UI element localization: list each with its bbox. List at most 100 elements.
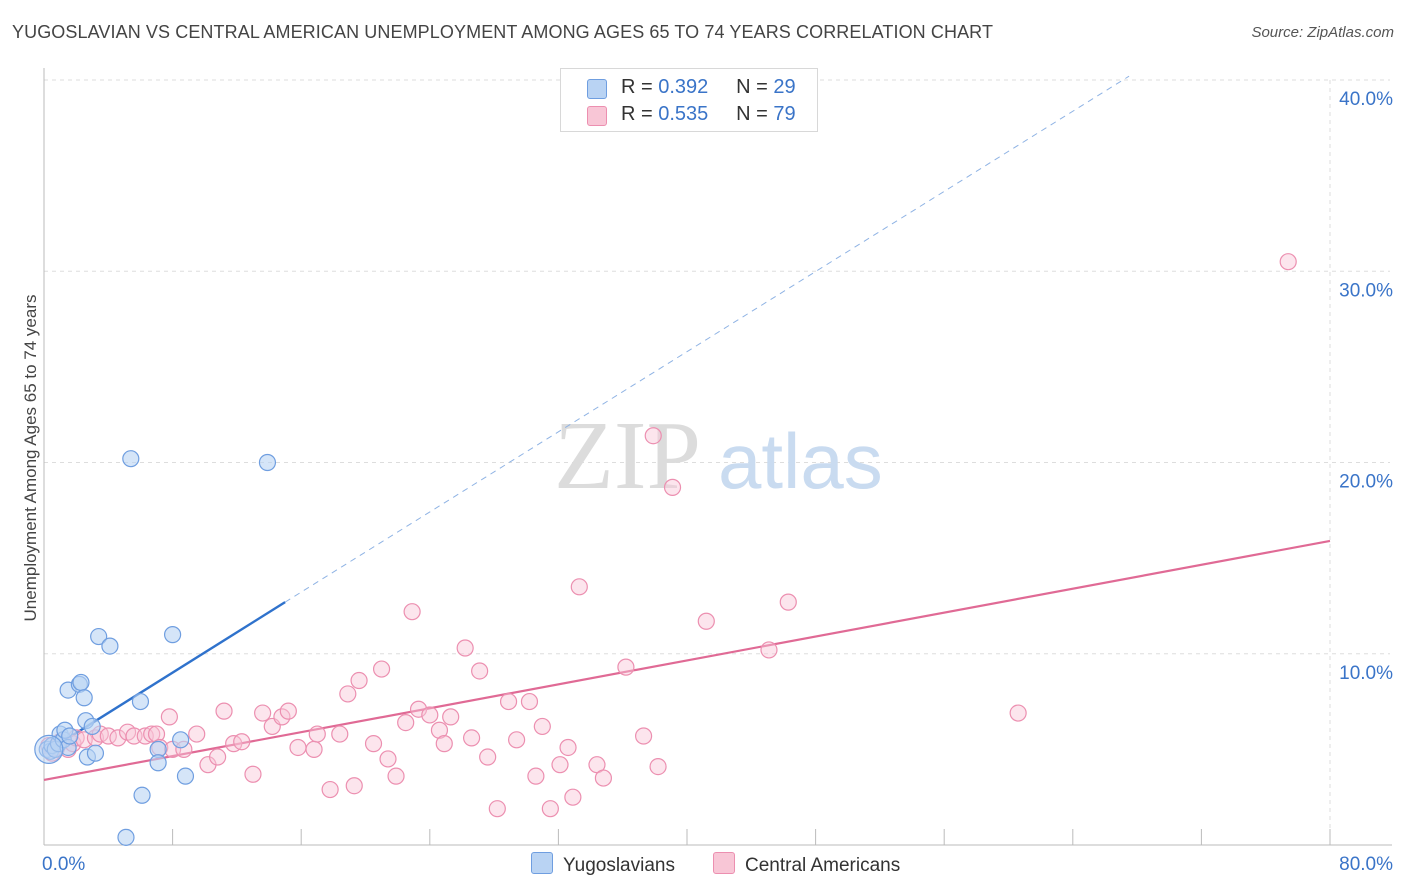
legend: R = 0.392 N = 29 R = 0.535 N = 79 [560, 68, 818, 132]
point-central-americans [1009, 704, 1027, 722]
legend-r-value: 0.535 [658, 103, 709, 125]
point-central-americans [308, 725, 326, 743]
point-central-americans [160, 708, 178, 726]
point-yugoslavians [122, 450, 140, 468]
watermark: ZIP atlas [554, 402, 883, 510]
point-central-americans [442, 708, 460, 726]
point-yugoslavians [131, 692, 150, 711]
bottom-legend-central-americans: Central Americans [713, 852, 900, 876]
point-central-americans [527, 767, 545, 785]
point-central-americans [233, 733, 251, 751]
point-yugoslavians [176, 767, 195, 785]
gridlines [44, 79, 1390, 845]
data-points [34, 253, 1297, 846]
point-central-americans [663, 478, 682, 496]
point-central-americans [779, 593, 797, 611]
point-central-americans [345, 777, 363, 795]
source-label: Source: ZipAtlas.com [1251, 24, 1394, 41]
point-yugoslavians [133, 786, 151, 804]
point-central-americans [188, 725, 206, 743]
bottom-legend-swatch-pink [713, 852, 735, 874]
point-central-americans [143, 725, 161, 743]
point-yugoslavians [149, 754, 167, 772]
point-central-americans [644, 427, 662, 445]
legend-r-label: R = [621, 76, 653, 98]
point-central-americans [488, 800, 506, 818]
legend-swatch-blue [587, 79, 607, 99]
legend-n-label: N = [736, 103, 768, 125]
point-central-americans [533, 717, 551, 736]
bottom-legend-label: Central Americans [745, 855, 901, 876]
point-central-americans [372, 660, 391, 678]
point-yugoslavians-cluster [34, 734, 64, 764]
point-central-americans [209, 748, 227, 766]
chart-title: YUGOSLAVIAN VS CENTRAL AMERICAN UNEMPLOY… [12, 22, 994, 42]
point-central-americans [479, 748, 497, 766]
point-central-americans [760, 641, 778, 659]
point-central-americans [244, 765, 262, 783]
point-central-americans [541, 800, 559, 818]
point-yugoslavians [83, 717, 101, 736]
point-central-americans [403, 603, 421, 621]
y-axis-label: Unemployment Among Ages 65 to 74 years [21, 295, 40, 622]
point-central-americans [462, 729, 481, 747]
point-central-americans [499, 692, 518, 711]
point-central-americans [617, 658, 635, 676]
point-central-americans [634, 727, 653, 745]
legend-n-value: 79 [773, 103, 796, 125]
point-central-americans [551, 756, 569, 774]
point-central-americans [397, 713, 415, 732]
point-central-americans [649, 757, 667, 776]
legend-n-value: 29 [773, 76, 796, 98]
x-tick-label: 80.0% [1339, 854, 1393, 875]
point-central-americans [520, 692, 539, 711]
x-tick-label: 0.0% [42, 854, 85, 875]
point-central-americans [594, 769, 613, 787]
point-yugoslavians [75, 689, 93, 707]
point-central-americans [279, 702, 297, 720]
point-central-americans [339, 685, 357, 703]
point-central-americans [331, 725, 349, 743]
point-central-americans [430, 721, 449, 739]
trend-line-central-americans [43, 539, 1331, 782]
point-central-americans [254, 704, 272, 722]
point-central-americans [350, 671, 368, 690]
axes [43, 68, 1392, 846]
point-yugoslavians [164, 626, 182, 644]
point-yugoslavians [72, 673, 90, 692]
point-central-americans [435, 735, 453, 753]
y-tick-label: 40.0% [1339, 89, 1393, 110]
bottom-legend-label: Yugoslavians [563, 855, 675, 876]
watermark-atlas: atlas [718, 417, 883, 505]
legend-swatch-pink [587, 106, 607, 126]
point-central-americans [508, 731, 526, 749]
point-central-americans [570, 578, 588, 596]
legend-r-value: 0.392 [658, 76, 709, 98]
point-central-americans [387, 767, 405, 785]
y-tick-label: 30.0% [1339, 280, 1393, 301]
bottom-legend-yugoslavians: Yugoslavians [531, 852, 675, 876]
point-central-americans [215, 702, 233, 720]
legend-n-label: N = [736, 76, 768, 98]
point-central-americans [421, 706, 439, 724]
point-central-americans [305, 740, 323, 758]
point-central-americans [471, 662, 489, 680]
point-central-americans [321, 780, 339, 799]
point-yugoslavians [90, 627, 108, 646]
point-central-americans [564, 788, 582, 806]
point-yugoslavians [101, 637, 119, 655]
point-central-americans [273, 708, 291, 726]
bottom-legend-swatch-blue [531, 852, 553, 874]
tick-labels: 10.0% 20.0% 30.0% 40.0% 0.0% 80.0% [42, 89, 1393, 875]
watermark-zip: ZIP [554, 402, 701, 510]
y-tick-label: 10.0% [1339, 663, 1393, 684]
trend-line-yugoslavians-extension [284, 75, 1130, 603]
point-yugoslavians [172, 731, 190, 749]
point-yugoslavians [86, 744, 105, 762]
point-yugoslavians [117, 828, 135, 846]
point-yugoslavians [258, 453, 277, 472]
point-central-americans [364, 735, 383, 753]
point-central-americans [1279, 253, 1297, 271]
y-tick-label: 20.0% [1339, 472, 1393, 493]
